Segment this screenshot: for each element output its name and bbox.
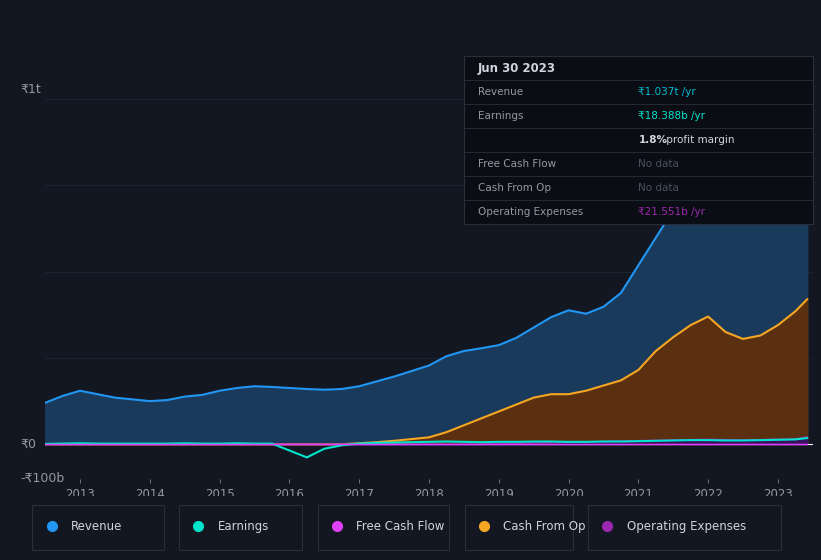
- Text: Free Cash Flow: Free Cash Flow: [478, 159, 556, 169]
- Text: ₹1.037t /yr: ₹1.037t /yr: [639, 87, 696, 97]
- Text: Jun 30 2023: Jun 30 2023: [478, 62, 556, 74]
- Text: Earnings: Earnings: [478, 111, 523, 121]
- Text: No data: No data: [639, 183, 679, 193]
- Text: profit margin: profit margin: [663, 135, 734, 145]
- Text: 1.8%: 1.8%: [639, 135, 667, 145]
- Text: No data: No data: [639, 159, 679, 169]
- Text: ₹21.551b /yr: ₹21.551b /yr: [639, 207, 705, 217]
- Text: Cash From Op: Cash From Op: [478, 183, 551, 193]
- Text: Operating Expenses: Operating Expenses: [478, 207, 583, 217]
- Text: -₹100b: -₹100b: [21, 472, 65, 486]
- Text: Revenue: Revenue: [71, 520, 122, 533]
- Text: ₹18.388b /yr: ₹18.388b /yr: [639, 111, 705, 121]
- Text: Earnings: Earnings: [218, 520, 269, 533]
- Text: Cash From Op: Cash From Op: [503, 520, 585, 533]
- Text: ₹0: ₹0: [21, 438, 36, 451]
- Text: Free Cash Flow: Free Cash Flow: [356, 520, 445, 533]
- Text: Operating Expenses: Operating Expenses: [626, 520, 745, 533]
- Text: Revenue: Revenue: [478, 87, 523, 97]
- Text: ₹1t: ₹1t: [21, 83, 41, 96]
